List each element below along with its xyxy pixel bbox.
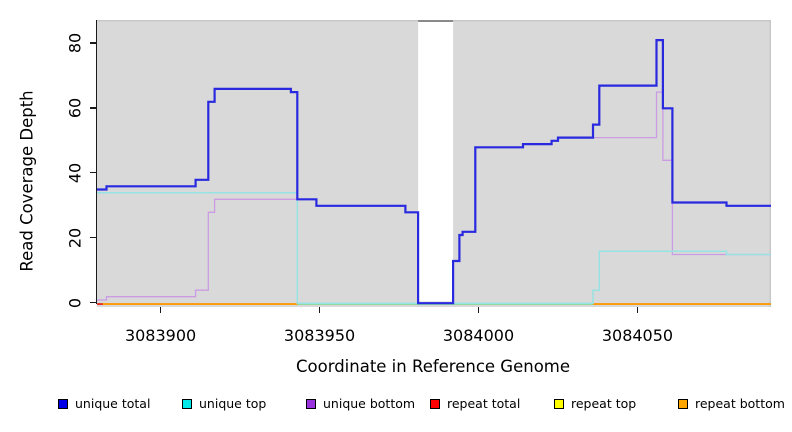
y-tick-label-0: 0 [65,297,85,308]
y-tick-label-80: 80 [65,32,85,54]
legend-swatch-unique-bottom [306,399,316,409]
y-tick-20 [89,237,96,239]
unique-top-line [97,191,771,304]
y-tick-label-20: 20 [65,227,85,248]
legend-swatch-unique-total [58,399,68,409]
y-tick-0 [89,302,96,304]
legend-label-repeat-top: repeat top [571,396,637,411]
x-tick-label-3083900: 3083900 [124,326,197,345]
legend-label-repeat-bottom: repeat bottom [695,396,785,411]
x-tick-3084050 [636,306,639,313]
x-tick-3083950 [318,306,321,313]
legend-label-repeat-total: repeat total [447,396,521,411]
legend-swatch-unique-top [182,399,192,409]
masked-gap-region [418,20,454,301]
plot-panel [97,19,771,307]
unique-total-line [97,38,771,304]
plot-canvas [97,19,771,307]
y-tick-label-60: 60 [65,97,85,119]
y-tick-40 [89,172,96,174]
x-tick-3083900 [159,306,162,313]
legend-swatch-repeat-total [430,399,440,409]
x-tick-label-3083950: 3083950 [283,326,356,345]
x-tick-label-3084000: 3084000 [442,326,515,345]
x-tick-label-3084050: 3084050 [601,326,674,345]
y-tick-80 [89,42,96,44]
legend-swatch-repeat-top [554,399,564,409]
legend-label-unique-total: unique total [75,396,151,411]
y-axis-title: Read Coverage Depth [17,90,37,272]
x-tick-3084000 [477,306,480,313]
x-axis-title: Coordinate in Reference Genome [295,357,571,376]
y-tick-60 [89,107,96,109]
legend-label-unique-bottom: unique bottom [323,396,416,411]
y-axis-line [95,19,97,304]
legend-label-unique-top: unique top [199,396,267,411]
legend-swatch-repeat-bottom [678,399,688,409]
y-tick-label-40: 40 [65,162,85,183]
